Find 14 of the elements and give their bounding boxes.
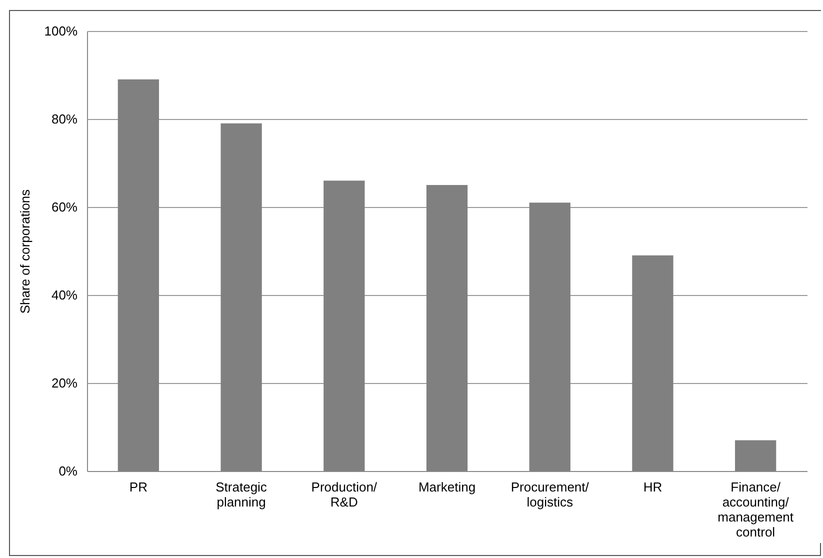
x-tick-label: Production/R&D (311, 480, 378, 510)
y-axis-title: Share of corporations (17, 188, 32, 314)
y-tick-label: 100% (44, 24, 78, 38)
x-tick-label: HR (643, 480, 662, 494)
x-tick-label: Strategic planning (216, 480, 268, 510)
y-tick-label: 80% (51, 112, 78, 126)
x-tick-label: Procurement/logistics (510, 480, 590, 510)
y-tick-label: 20% (51, 376, 78, 390)
x-tick-label: PR (129, 480, 148, 494)
y-tick-label: 60% (51, 200, 78, 214)
y-tick-label: 0% (58, 464, 78, 478)
y-tick-label: 40% (51, 288, 78, 302)
x-tick-label: Marketing (418, 480, 476, 494)
x-tick-label: Finance/accounting/management control (718, 480, 794, 540)
